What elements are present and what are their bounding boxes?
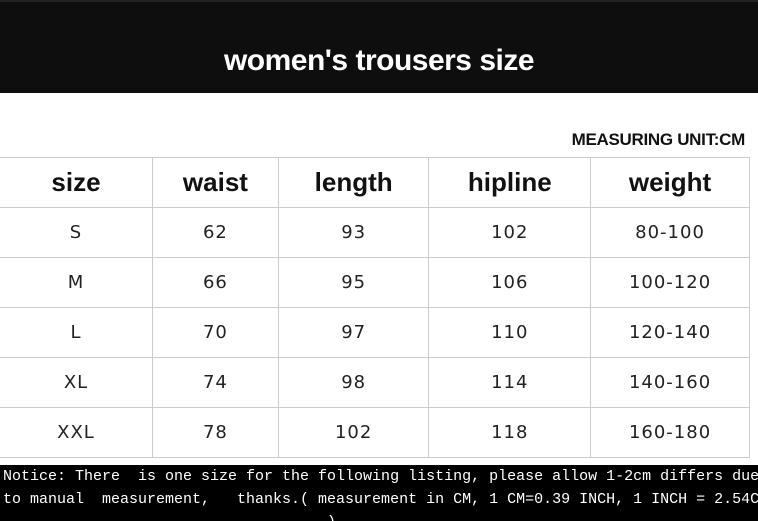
cell-length: 95 xyxy=(277,257,430,308)
cell-waist: 66 xyxy=(152,257,279,308)
cell-waist: 70 xyxy=(152,307,279,358)
cell-length: 97 xyxy=(277,307,430,358)
cell-waist: 74 xyxy=(152,357,279,408)
cell-size: S xyxy=(0,207,153,258)
cell-size: XL xyxy=(0,357,153,408)
cell-hipline: 106 xyxy=(428,257,592,308)
cell-length: 102 xyxy=(277,407,430,458)
table-row: XL 74 98 114 140-160 xyxy=(0,357,750,408)
title-banner: women's trousers size xyxy=(0,0,758,93)
notice-line-3: ) xyxy=(3,514,336,521)
cell-length: 98 xyxy=(277,357,430,408)
column-header-hipline: hipline xyxy=(428,157,592,208)
notice-text: Notice: There is one size for the follow… xyxy=(0,465,758,521)
size-table: size waist length hipline weight S 62 93 102 80-… xyxy=(0,157,750,458)
column-header-length: length xyxy=(277,157,430,208)
table-row: S 62 93 102 80-100 xyxy=(0,207,750,258)
cell-weight: 120-140 xyxy=(590,307,750,358)
cell-length: 93 xyxy=(277,207,430,258)
cell-waist: 62 xyxy=(152,207,279,258)
cell-hipline: 102 xyxy=(428,207,592,258)
column-header-weight: weight xyxy=(590,157,750,208)
cell-hipline: 114 xyxy=(428,357,592,408)
column-header-waist: waist xyxy=(152,157,279,208)
cell-waist: 78 xyxy=(152,407,279,458)
table-row: M 66 95 106 100-120 xyxy=(0,257,750,308)
cell-weight: 80-100 xyxy=(590,207,750,258)
cell-hipline: 110 xyxy=(428,307,592,358)
table-row: XXL 78 102 118 160-180 xyxy=(0,407,750,458)
cell-weight: 160-180 xyxy=(590,407,750,458)
cell-size: L xyxy=(0,307,153,358)
column-header-size: size xyxy=(0,157,153,208)
notice-line-1: Notice: There is one size for the follow… xyxy=(3,468,758,485)
measuring-unit-label: MEASURING UNIT:CM xyxy=(571,130,746,149)
cell-hipline: 118 xyxy=(428,407,592,458)
page-title: women's trousers size xyxy=(223,44,535,77)
notice-line-2: to manual measurement, thanks.( measurem… xyxy=(3,491,758,508)
cell-size: XXL xyxy=(0,407,153,458)
cell-size: M xyxy=(0,257,153,308)
table-row: L 70 97 110 120-140 xyxy=(0,307,750,358)
header-row: size waist length hipline weight xyxy=(0,157,750,208)
cell-weight: 100-120 xyxy=(590,257,750,308)
cell-weight: 140-160 xyxy=(590,357,750,408)
